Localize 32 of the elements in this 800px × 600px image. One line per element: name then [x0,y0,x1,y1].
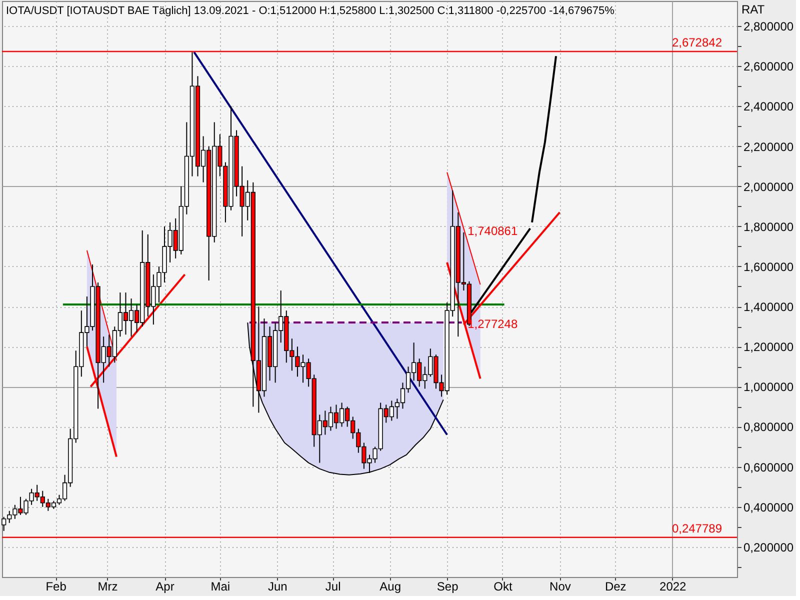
x-tick-label: Dez [604,580,626,594]
x-tick-label: Mai [210,580,230,594]
y-tick-label: 0,600000 [744,460,794,474]
y-tick-label: 1,600000 [744,260,794,274]
chart-title: IOTA/USDT [IOTAUSDT BAE Täglich] 13.09.2021 - O:1,512000 H:1,525800 L:1,302500 C:1,311800 -0,225700 -14,679675% [6,5,615,17]
annotation: 1,740861 [468,224,518,238]
y-tick-label: 1,400000 [744,300,794,314]
ref-line-label: 2,672842 [672,36,722,50]
x-tick-label: Jul [325,580,341,594]
y-tick-label: 1,800000 [744,220,794,234]
x-tick-label: Feb [46,580,67,594]
annotation: 1,277248 [468,317,518,332]
x-tick-label: Okt [494,580,513,594]
y-tick-label: 2,200000 [744,140,794,154]
y-tick-label: 0,800000 [744,420,794,434]
y-tick-label: 0,400000 [744,500,794,514]
x-tick-label: Nov [550,580,571,594]
y-axis-title: RAT [742,2,766,16]
y-tick-label: 0,200000 [744,540,794,554]
x-tick-label: Apr [156,580,174,594]
x-tick-label: 2022 [660,580,687,594]
y-tick-label: 2,800000 [744,20,794,34]
y-tick-label: 1,000000 [744,380,794,394]
y-tick-label: 1,200000 [744,340,794,354]
y-tick-label: 2,400000 [744,100,794,114]
x-tick-label: Jun [268,580,288,594]
ref-line-label: 0,247789 [672,521,722,536]
x-tick-label: Mrz [98,580,118,594]
y-tick-label: 2,000000 [744,180,794,194]
x-tick-label: Aug [380,580,401,594]
y-tick-label: 2,600000 [744,60,794,74]
x-tick-label: Sep [436,580,459,594]
